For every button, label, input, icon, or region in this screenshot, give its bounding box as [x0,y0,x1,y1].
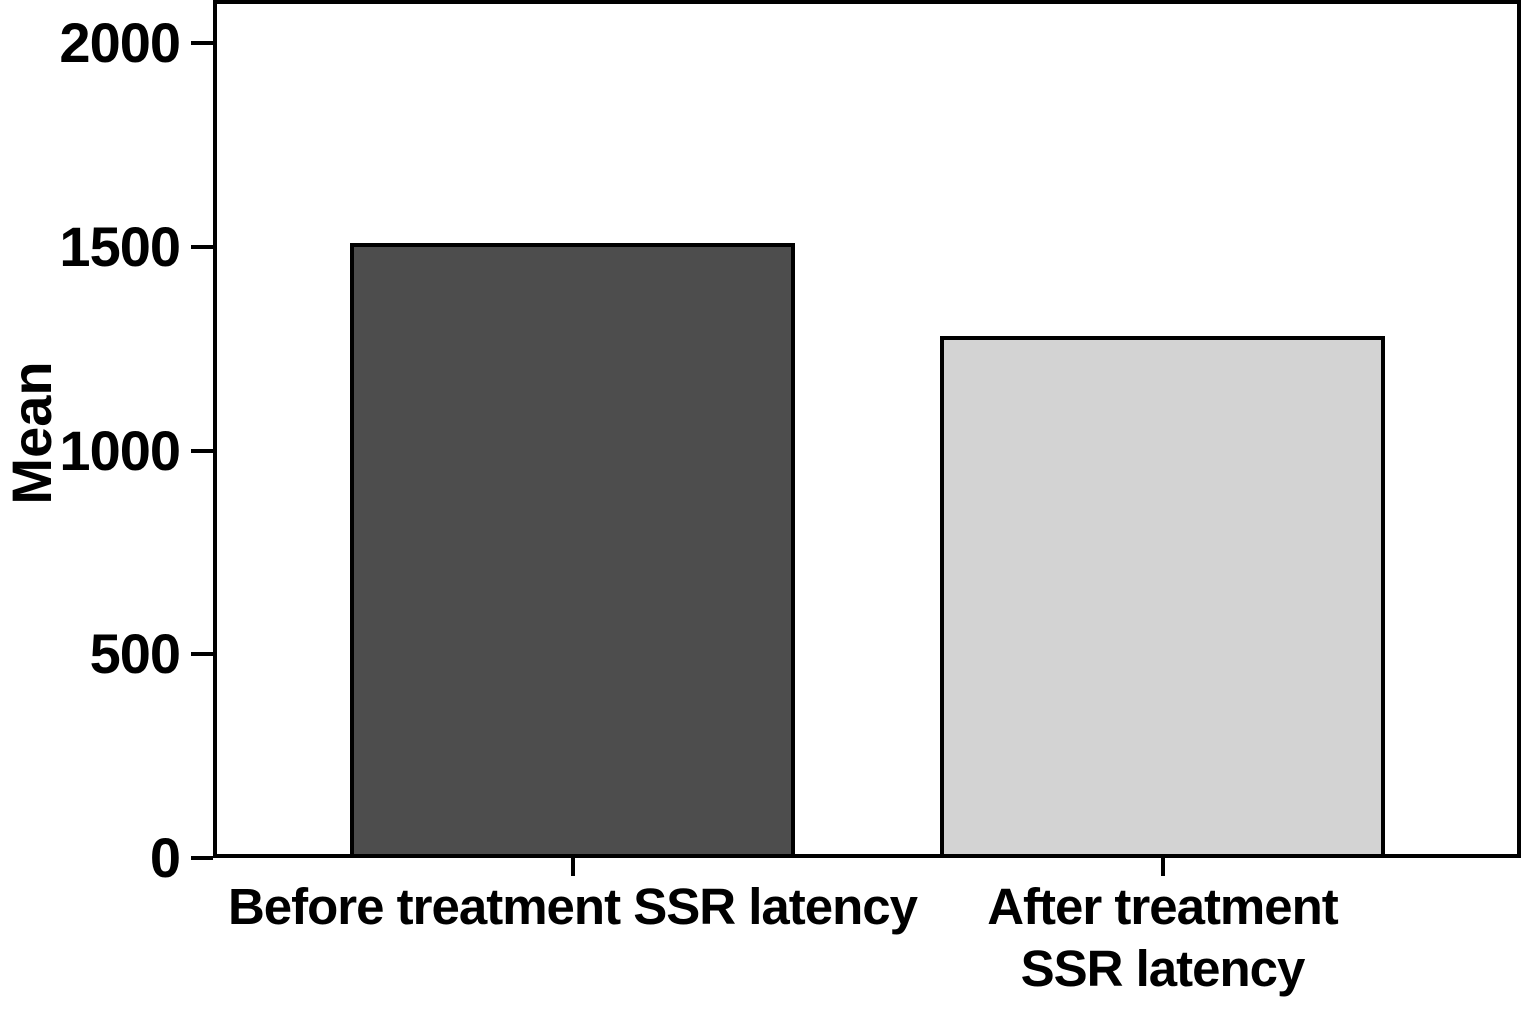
x-category-label: After treatment SSR latency [763,876,1526,1000]
y-axis-tick-label: 1500 [59,215,181,278]
y-axis-tick [191,652,213,656]
y-axis-tick [191,41,213,45]
x-category-label-line: SSR latency [1020,940,1306,997]
y-axis-tick-label: 500 [89,622,181,685]
y-axis-tick-label: 1000 [59,419,181,482]
y-axis-tick-label: 2000 [59,11,181,74]
y-axis-tick [191,245,213,249]
y-axis-tick [191,856,213,860]
x-category-label: Before treatment SSR latency [173,876,973,938]
x-category-label-line: After treatment [987,878,1339,935]
bar-before-treatment [350,243,795,858]
y-axis-tick [191,449,213,453]
x-category-label-line: Before treatment SSR latency [227,878,918,935]
x-axis-tick [1160,858,1165,876]
bar-after-treatment [940,336,1385,858]
y-axis-tick-label: 0 [149,826,181,889]
x-axis-tick [570,858,575,876]
